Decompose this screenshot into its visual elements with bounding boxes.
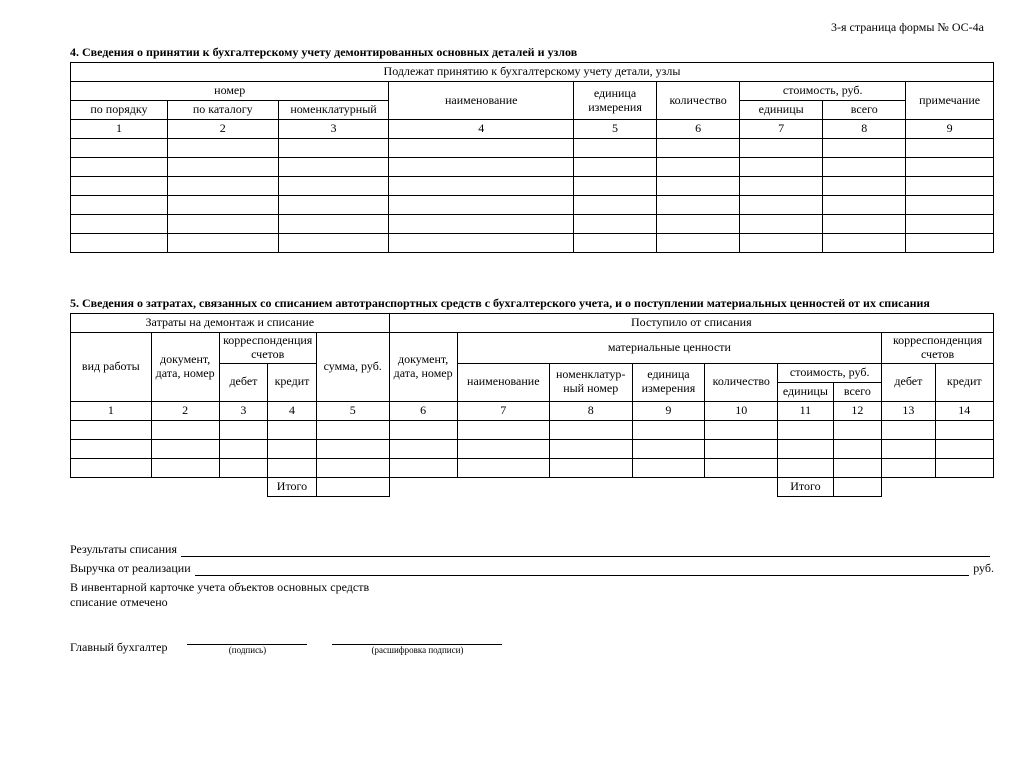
table-row <box>71 215 994 234</box>
s5-h-stoim-ed: единицы <box>778 382 833 401</box>
table-row <box>71 234 994 253</box>
footer-rez: Результаты списания <box>70 542 177 557</box>
table-row <box>71 420 994 439</box>
table-section5: Затраты на демонтаж и списание Поступило… <box>70 313 994 497</box>
sig-line-2 <box>332 630 502 645</box>
sig-cap-podpis: (подпись) <box>187 645 307 655</box>
s4-h-stoim: стоимость, руб. <box>740 82 906 101</box>
s5-itogo2: Итого <box>778 477 833 496</box>
s5-h-docdate2: документ, дата, номер <box>389 333 457 402</box>
s4-header-top: Подлежат принятию к бухгалтерскому учету… <box>71 63 994 82</box>
s5-h-zatraty: Затраты на демонтаж и списание <box>71 314 390 333</box>
s5-h-kredit1: кредит <box>268 363 317 401</box>
s5-h-matcen: материальные ценности <box>457 333 882 364</box>
s5-h-kredit2: кредит <box>935 363 993 401</box>
s5-h-debet1: дебет <box>219 363 268 401</box>
footer-glavbuh: Главный бухгалтер <box>70 640 167 655</box>
s5-h-nomencl: номенклатур­ный номер <box>549 363 632 401</box>
s4-h-nomencl: номенклатурный <box>278 101 389 120</box>
sig-cap-rasshifr: (расшифровка подписи) <box>332 645 502 655</box>
table-row <box>71 139 994 158</box>
s5-itogo-row: Итого Итого <box>71 477 994 496</box>
s5-h-kol: количество <box>705 363 778 401</box>
s4-h-edizm: единица измерения <box>574 82 657 120</box>
footer-inv2: списание отмечено <box>70 595 994 610</box>
s4-h-poryadku: по порядку <box>71 101 168 120</box>
footer-vyr-line <box>195 561 970 576</box>
s4-h-prim: примечание <box>906 82 994 120</box>
s5-h-docdate1: документ, дата, номер <box>151 333 219 402</box>
s4-h-naimen: наименование <box>389 82 574 120</box>
table-row <box>71 439 994 458</box>
table-row <box>71 177 994 196</box>
s5-h-summa: сумма, руб. <box>316 333 389 402</box>
s4-colnum-row: 1 2 3 4 5 6 7 8 9 <box>71 120 994 139</box>
s5-h-korresp2: корреспонденция счетов <box>882 333 994 364</box>
s4-h-stoim-ed: единицы <box>740 101 823 120</box>
table-section4: Подлежат принятию к бухгалтерскому учету… <box>70 62 994 253</box>
s4-h-nomer: номер <box>71 82 389 101</box>
table-row <box>71 458 994 477</box>
s5-h-debet2: дебет <box>882 363 935 401</box>
s5-h-edizm: единица измерения <box>632 363 705 401</box>
s4-h-stoim-vsego: всего <box>823 101 906 120</box>
s5-h-naimen: наименование <box>457 363 549 401</box>
s5-itogo1: Итого <box>268 477 317 496</box>
footer-vyr: Выручка от реализации <box>70 561 191 576</box>
footer-block: Результаты списания Выручка от реализаци… <box>70 542 994 655</box>
s5-h-vidraboty: вид работы <box>71 333 152 402</box>
s4-h-katalogu: по каталогу <box>167 101 278 120</box>
table-row <box>71 158 994 177</box>
section4-title: 4. Сведения о принятии к бухгалтерскому … <box>70 45 994 60</box>
s5-h-stoim-vsego: всего <box>833 382 882 401</box>
table-row <box>71 196 994 215</box>
s4-h-kol: количество <box>657 82 740 120</box>
footer-rub: руб. <box>973 561 994 576</box>
page-label: 3-я страница формы № ОС-4а <box>70 20 994 35</box>
footer-rez-line <box>181 542 990 557</box>
s5-h-stoim: стоимость, руб. <box>778 363 882 382</box>
s5-colnum-row: 1 2 3 4 5 6 7 8 9 10 11 12 13 14 <box>71 401 994 420</box>
s5-h-korresp1: корреспонденция счетов <box>219 333 316 364</box>
footer-inv1: В инвентарной карточке учета объектов ос… <box>70 580 994 595</box>
s5-h-postup: Поступило от списания <box>389 314 993 333</box>
section5-title: 5. Сведения о затратах, связанных со спи… <box>70 296 994 311</box>
sig-line-1 <box>187 630 307 645</box>
